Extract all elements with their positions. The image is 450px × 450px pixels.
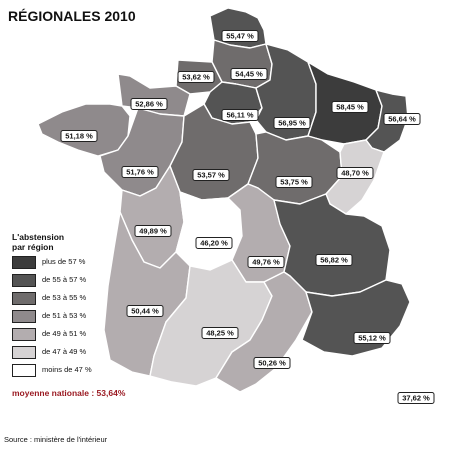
region-label-box-picardie [230,68,268,80]
region-value-ile-de-france: 56,11 % [226,111,253,120]
region-value-poitou-charentes: 49,89 % [139,227,167,236]
region-label-box-franche-comte [336,167,374,179]
region-value-bretagne: 51,18 % [65,132,93,141]
region-value-aquitaine: 50,44 % [131,307,159,316]
region-value-basse-normandie: 52,86 % [135,100,163,109]
region-label-box-rhone-alpes [315,254,353,266]
region-value-centre: 53,57 % [197,171,225,180]
legend-item: moins de 47 % [12,364,132,379]
legend-item: de 49 à 51 % [12,328,132,343]
legend-swatch [12,310,36,323]
region-label-box-auvergne [247,256,285,268]
region-label-box-aquitaine [126,305,164,317]
region-label-box-bourgogne [275,176,313,188]
region-label-box-bretagne [60,130,98,142]
region-value-nord-pas-de-calais: 55,47 % [226,32,254,41]
region-value-limousin: 46,20 % [200,239,228,248]
region-value-midi-pyrenees: 48,25 % [206,329,234,338]
region-label-box-midi-pyrenees [201,327,239,339]
legend-item: plus de 57 % [12,256,132,271]
legend-label: de 55 à 57 % [42,275,87,284]
region-value-alsace: 56,64 % [388,115,416,124]
region-value-pays-de-la-loire: 51,76 % [126,168,154,177]
legend-label: de 53 à 55 % [42,293,87,302]
region-label-box-pays-de-la-loire [121,166,159,178]
region-value-auvergne: 49,76 % [252,258,280,267]
region-label-box-haute-normandie [177,71,215,83]
source-note: Source : ministère de l'intérieur [4,435,108,444]
region-corse [413,353,443,423]
legend: plus de 57 % de 55 à 57 % de 53 à 55 % d… [12,256,132,382]
region-label-box-corse [397,392,435,404]
region-label-box-limousin [195,237,233,249]
legend-swatch [12,274,36,287]
region-label-box-poitou-charentes [134,225,172,237]
region-value-champagne-ardenne: 56,95 % [278,119,306,128]
legend-swatch [12,256,36,269]
region-languedoc-roussillon [215,271,313,393]
region-label-box-champagne-ardenne [273,117,311,129]
legend-label: de 47 à 49 % [42,347,87,356]
region-value-rhone-alpes: 56,82 % [320,256,348,265]
region-value-haute-normandie: 53,62 % [182,73,210,82]
national-average: moyenne nationale : 53,64% [12,388,126,398]
map-title: RÉGIONALES 2010 [8,8,136,24]
legend-swatch [12,292,36,305]
legend-label: de 51 à 53 % [42,311,87,320]
region-label-box-basse-normandie [130,98,168,110]
legend-title: L'abstension par région [12,232,102,252]
region-label-box-ile-de-france [221,109,259,121]
region-label-box-languedoc-roussillon [253,357,291,369]
region-label-box-nord-pas-de-calais [221,30,259,42]
legend-item: de 47 à 49 % [12,346,132,361]
region-label-box-alsace [383,113,421,125]
legend-swatch [12,346,36,359]
legend-item: de 51 à 53 % [12,310,132,325]
region-value-languedoc-roussillon: 50,26 % [258,359,286,368]
legend-swatch [12,328,36,341]
legend-title-line2: par région [12,242,54,252]
region-value-corse: 37,62 % [402,394,430,403]
legend-title-line1: L'abstension [12,232,65,242]
region-label-box-lorraine [331,101,369,113]
legend-label: plus de 57 % [42,257,86,266]
region-value-franche-comte: 48,70 % [341,169,369,178]
legend-label: moins de 47 % [42,365,92,374]
region-label-box-centre [192,169,230,181]
region-label-box-paca [353,332,391,344]
region-value-bourgogne: 53,75 % [280,178,308,187]
legend-label: de 49 à 51 % [42,329,87,338]
region-value-picardie: 54,45 % [235,70,263,79]
region-value-paca: 55,12 % [358,334,386,343]
legend-swatch [12,364,36,377]
legend-item: de 55 à 57 % [12,274,132,289]
region-value-lorraine: 58,45 % [336,103,364,112]
legend-item: de 53 à 55 % [12,292,132,307]
